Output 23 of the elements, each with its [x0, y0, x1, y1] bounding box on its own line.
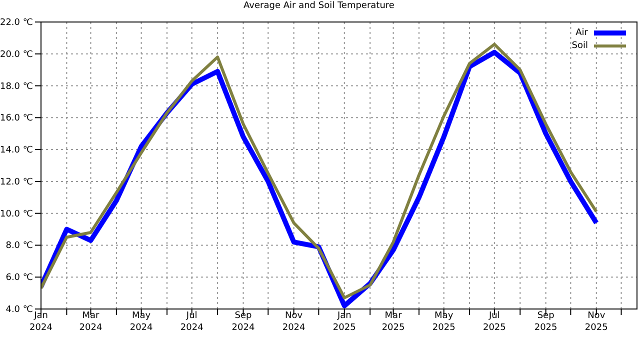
x-tick-label: Sep 2025: [534, 311, 558, 333]
x-tick-label: Mar 2025: [382, 311, 405, 333]
y-tick-label: 20.0 ℃: [0, 50, 33, 60]
x-tick-label: Nov 2024: [282, 311, 306, 333]
legend-label: Soil: [572, 40, 588, 50]
y-tick-label: 12.0 ℃: [0, 177, 33, 188]
y-tick-label: 14.0 ℃: [0, 146, 33, 156]
y-tick-label: 8.0 ℃: [6, 241, 33, 252]
x-tick-label: Jul 2024: [180, 311, 204, 333]
x-tick-label: Nov 2025: [584, 311, 608, 333]
chart-title: Average Air and Soil Temperature: [242, 0, 396, 12]
y-tick-label: 18.0 ℃: [0, 82, 33, 92]
x-tick-label: Jan 2025: [332, 311, 356, 333]
y-tick-label: 16.0 ℃: [0, 114, 33, 124]
y-tick-label: 6.0 ℃: [6, 273, 33, 284]
y-tick-label: 22.0 ℃: [0, 18, 33, 28]
legend-label: Air: [576, 28, 588, 38]
x-tick-label: Mar 2024: [79, 311, 102, 333]
x-tick-label: Jul 2025: [482, 311, 506, 333]
x-tick-label: Sep 2024: [232, 311, 255, 333]
y-tick-label: 10.0 ℃: [0, 209, 33, 220]
x-tick-label: May 2024: [130, 311, 154, 333]
x-tick-label: May 2025: [432, 311, 456, 333]
